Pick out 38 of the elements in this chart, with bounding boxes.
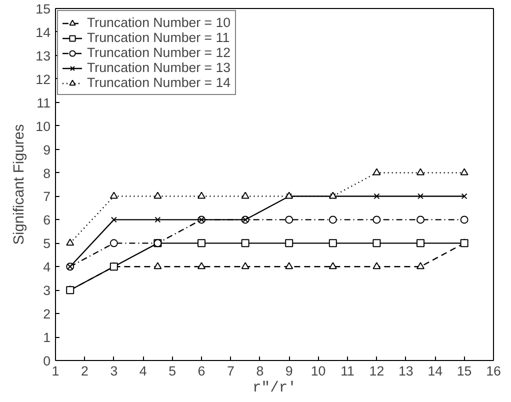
y-tick-label: 8 <box>43 166 51 181</box>
y-tick-label: 3 <box>43 283 51 298</box>
legend-label: Truncation Number = 10 <box>87 15 231 30</box>
y-tick-label: 11 <box>36 95 51 110</box>
y-tick-label: 0 <box>43 354 51 368</box>
y-tick-label: 4 <box>43 260 52 275</box>
y-tick-label: 6 <box>43 212 51 228</box>
x-tick-label: 2 <box>80 364 88 378</box>
y-tick-label: 15 <box>36 2 51 16</box>
legend-label: Truncation Number = 11 <box>87 30 230 45</box>
x-tick-label: 13 <box>398 364 414 378</box>
y-tick-label: 7 <box>43 189 51 204</box>
legend-label: Truncation Number = 13 <box>87 60 231 75</box>
x-tick-label: 5 <box>168 364 176 378</box>
y-tick-label: 14 <box>36 24 52 40</box>
x-tick-label: 15 <box>456 364 472 378</box>
x-axis-title: r″/r′ <box>252 380 296 396</box>
x-tick-label: 7 <box>226 364 234 378</box>
x-tick-label: 6 <box>198 364 206 378</box>
x-tick-label: 3 <box>110 364 118 378</box>
x-tick-label: 9 <box>285 364 293 378</box>
legend-label: Truncation Number = 12 <box>87 45 231 60</box>
y-tick-label: 12 <box>36 72 51 87</box>
x-tick-label: 11 <box>340 364 354 378</box>
y-tick-label: 2 <box>43 306 51 322</box>
x-tick-label: 8 <box>256 364 264 378</box>
x-tick-label: 4 <box>139 364 148 378</box>
x-tick-label: 12 <box>369 364 384 378</box>
y-tick-label: 10 <box>36 118 51 134</box>
legend-label: Truncation Number = 14 <box>87 75 231 90</box>
x-tick-label: 14 <box>428 364 444 378</box>
x-tick-label: 16 <box>486 364 501 378</box>
y-tick-label: 13 <box>36 48 51 64</box>
y-axis-title: Significant Figures <box>12 124 28 245</box>
y-tick-label: 1 <box>43 330 51 346</box>
x-tick-label: 10 <box>310 364 326 378</box>
y-tick-label: 9 <box>43 142 51 158</box>
y-tick-label: 5 <box>43 236 51 252</box>
